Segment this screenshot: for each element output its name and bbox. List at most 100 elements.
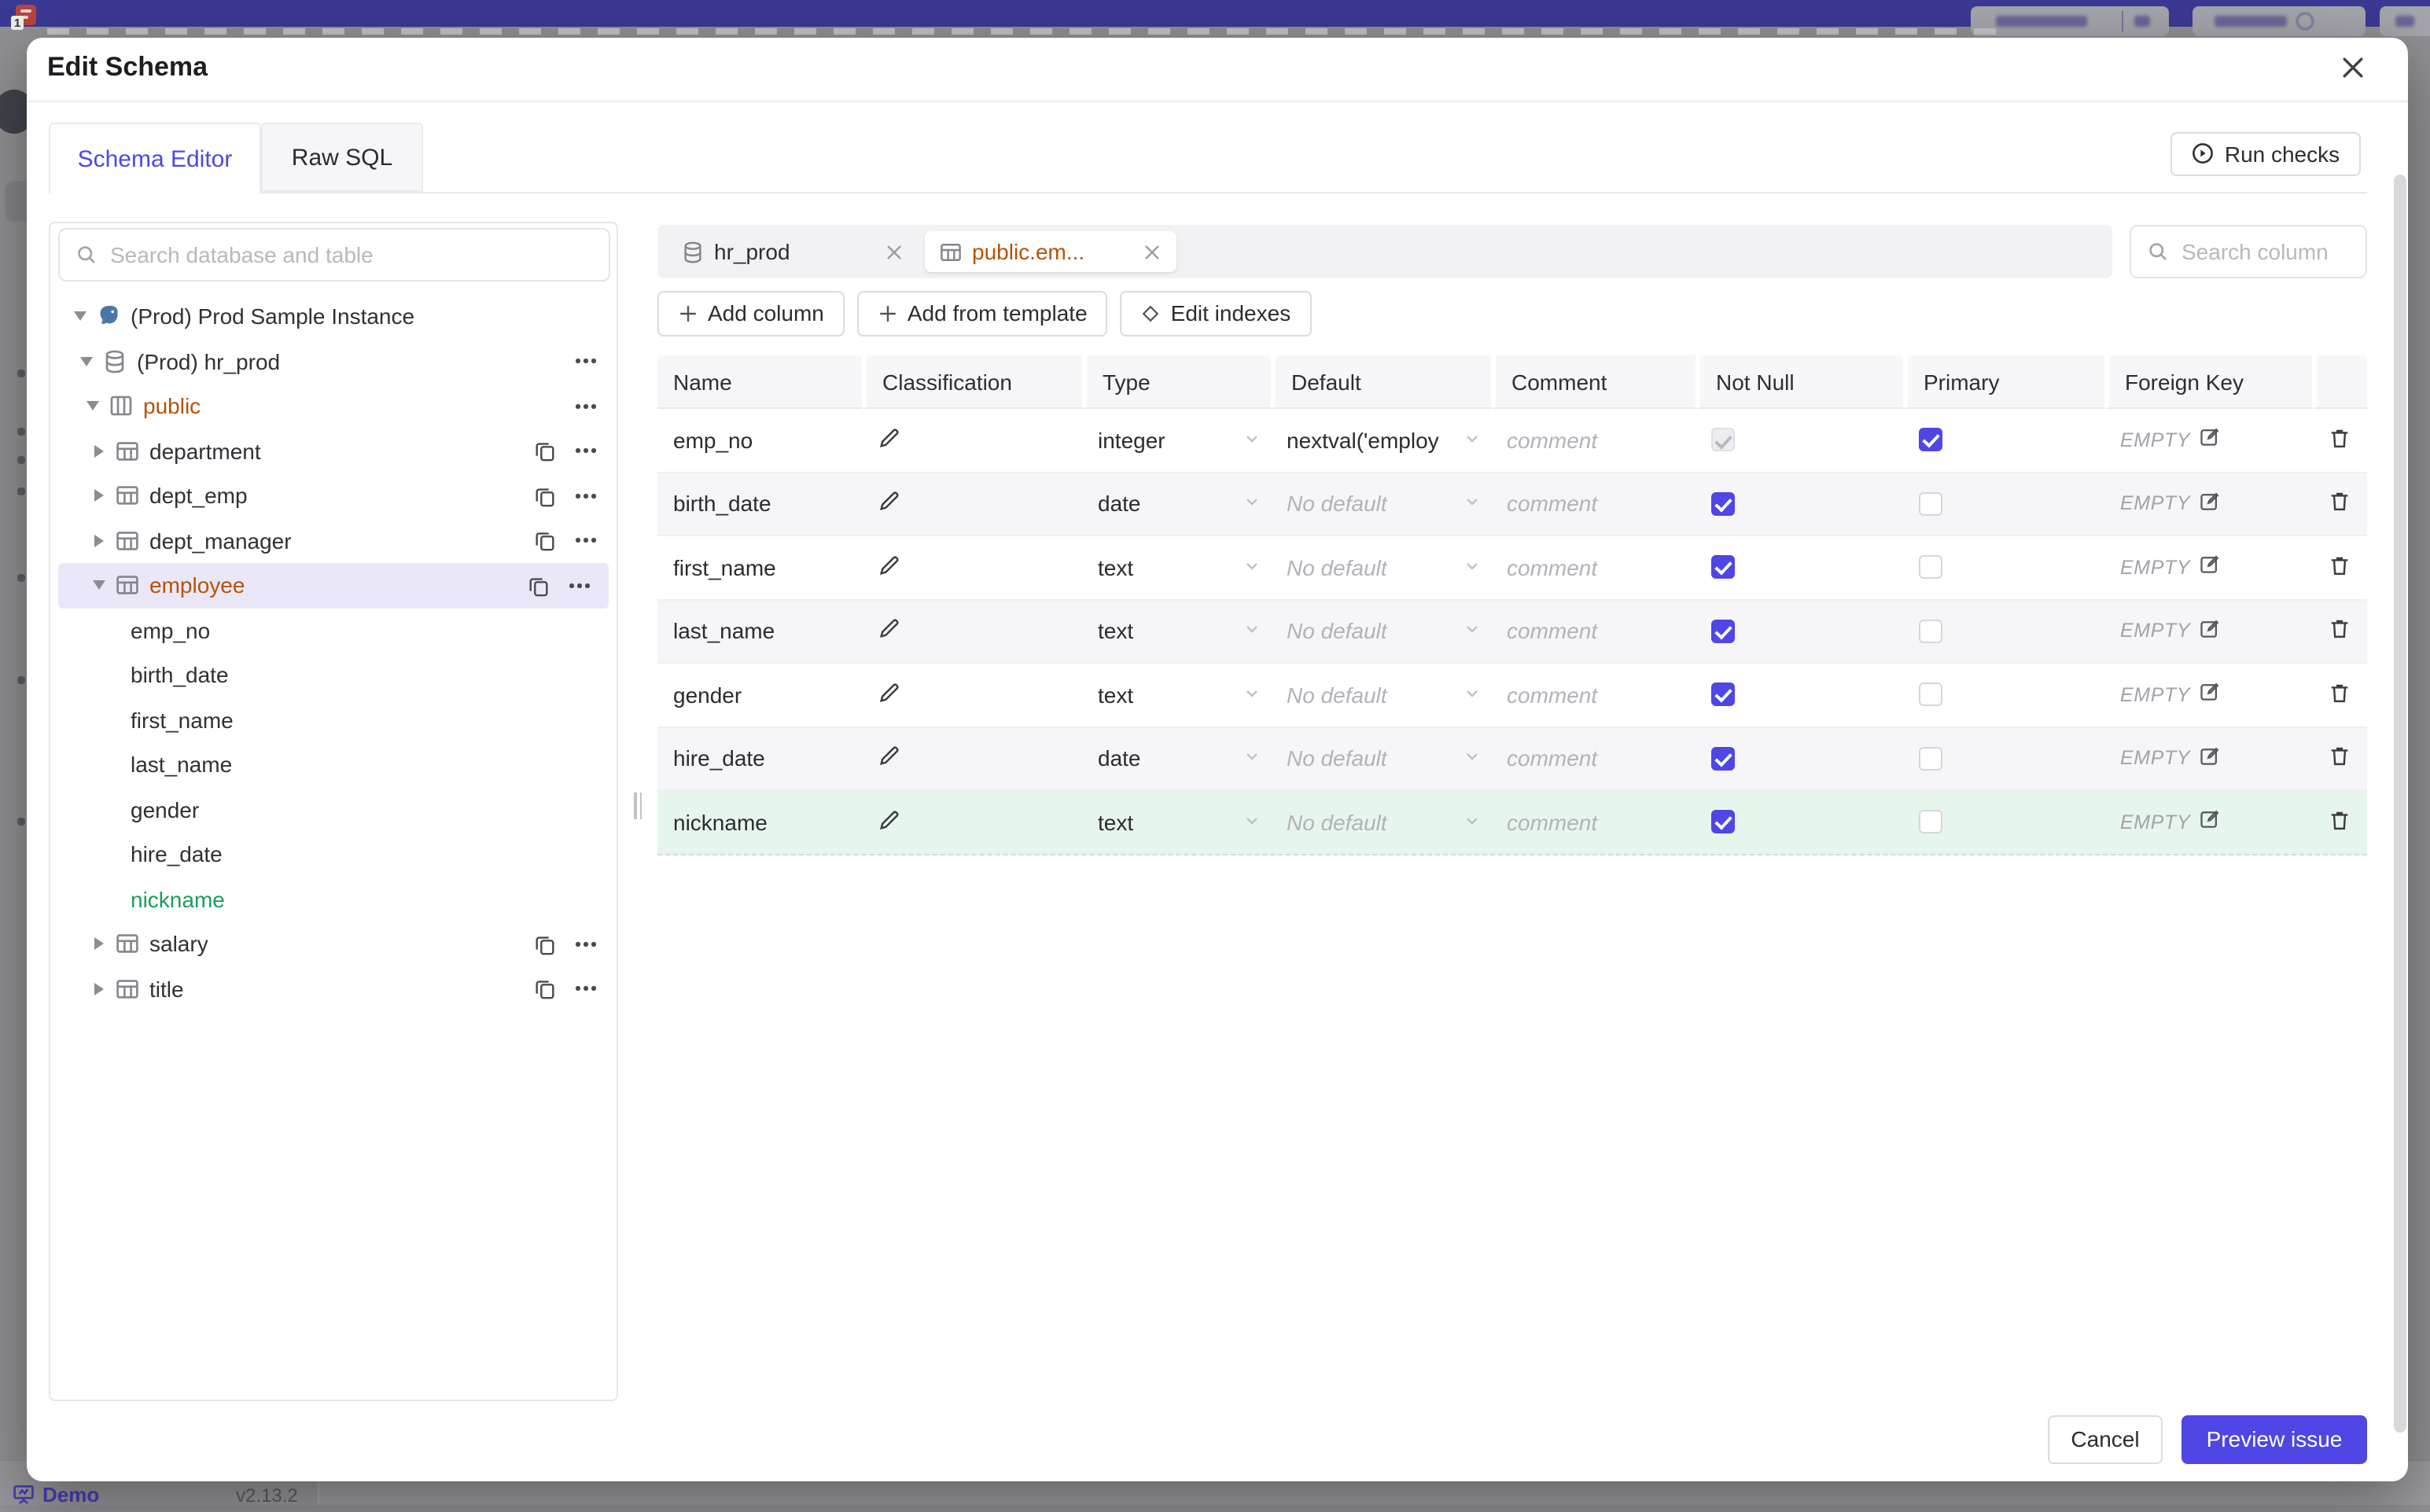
- close-icon[interactable]: [2339, 53, 2367, 81]
- default-select[interactable]: No default: [1271, 791, 1491, 853]
- comment-input[interactable]: comment: [1507, 809, 1598, 835]
- comment-input[interactable]: comment: [1507, 491, 1598, 517]
- column-name[interactable]: hire_date: [673, 745, 765, 771]
- comment-input[interactable]: comment: [1507, 745, 1598, 771]
- more-actions-icon[interactable]: [576, 448, 596, 454]
- classification-edit-icon[interactable]: [878, 554, 901, 582]
- primary-checkbox[interactable]: [1919, 682, 1942, 707]
- classification-edit-icon[interactable]: [878, 617, 901, 646]
- preview-issue-button[interactable]: Preview issue: [2181, 1415, 2367, 1463]
- cancel-button[interactable]: Cancel: [2048, 1415, 2163, 1463]
- caret-down-icon[interactable]: [77, 356, 94, 366]
- tree-item-table-employee[interactable]: employee: [58, 563, 609, 608]
- column-name[interactable]: emp_no: [673, 427, 753, 453]
- edit-foreign-key-icon[interactable]: [2198, 618, 2220, 645]
- edit-foreign-key-icon[interactable]: [2198, 682, 2220, 708]
- classification-edit-icon[interactable]: [878, 808, 901, 837]
- caret-down-icon[interactable]: [71, 311, 88, 322]
- run-checks-button[interactable]: Run checks: [2170, 131, 2361, 175]
- default-select[interactable]: No default: [1271, 600, 1491, 662]
- modal-scrollbar[interactable]: [2394, 174, 2406, 1432]
- tree-item-schema-public[interactable]: public: [52, 384, 615, 429]
- classification-edit-icon[interactable]: [878, 490, 901, 518]
- add-column-button[interactable]: Add column: [657, 290, 845, 336]
- comment-input[interactable]: comment: [1507, 682, 1598, 708]
- classification-edit-icon[interactable]: [878, 745, 901, 773]
- tree-item-table-title[interactable]: title: [52, 966, 615, 1011]
- tree-column-emp-no[interactable]: emp_no: [131, 617, 211, 643]
- caret-right-icon[interactable]: [90, 937, 107, 951]
- close-tab-icon[interactable]: [884, 241, 904, 262]
- tree-search[interactable]: [58, 228, 610, 281]
- delete-column-icon[interactable]: [2328, 681, 2351, 709]
- delete-column-icon[interactable]: [2328, 426, 2351, 454]
- not-null-checkbox[interactable]: [1711, 746, 1735, 771]
- caret-down-icon[interactable]: [83, 401, 101, 411]
- comment-input[interactable]: comment: [1507, 554, 1598, 580]
- tree-item-instance[interactable]: (Prod) Prod Sample Instance: [52, 294, 615, 339]
- close-tab-icon[interactable]: [1142, 241, 1162, 262]
- more-actions-icon[interactable]: [576, 493, 596, 498]
- type-select[interactable]: text: [1082, 600, 1271, 662]
- more-actions-icon[interactable]: [576, 941, 596, 947]
- default-select[interactable]: No default: [1271, 473, 1491, 535]
- tab-raw-sql[interactable]: Raw SQL: [261, 123, 423, 192]
- tree-column-hire-date[interactable]: hire_date: [131, 841, 223, 867]
- classification-edit-icon[interactable]: [878, 681, 901, 709]
- copy-icon[interactable]: [533, 484, 557, 508]
- column-name[interactable]: birth_date: [673, 491, 771, 517]
- type-select[interactable]: text: [1082, 791, 1271, 853]
- tree-item-table-salary[interactable]: salary: [52, 922, 615, 966]
- primary-checkbox[interactable]: [1919, 555, 1942, 579]
- tree-column-nickname[interactable]: nickname: [131, 886, 225, 912]
- more-actions-icon[interactable]: [576, 403, 596, 409]
- not-null-checkbox[interactable]: [1711, 555, 1735, 579]
- classification-edit-icon[interactable]: [878, 426, 901, 454]
- tab-chip-database[interactable]: hr_prod: [667, 231, 919, 272]
- type-select[interactable]: text: [1082, 664, 1271, 726]
- caret-right-icon[interactable]: [90, 534, 107, 547]
- default-select[interactable]: No default: [1271, 664, 1491, 726]
- add-from-template-button[interactable]: Add from template: [856, 290, 1108, 336]
- delete-column-icon[interactable]: [2328, 745, 2351, 773]
- comment-input[interactable]: comment: [1507, 427, 1598, 453]
- tab-schema-editor[interactable]: Schema Editor: [49, 123, 261, 193]
- primary-checkbox[interactable]: [1919, 810, 1942, 834]
- type-select[interactable]: date: [1082, 727, 1271, 789]
- delete-column-icon[interactable]: [2328, 490, 2351, 518]
- tree-column-first-name[interactable]: first_name: [131, 707, 234, 733]
- tree-column-gender[interactable]: gender: [131, 796, 200, 822]
- caret-right-icon[interactable]: [90, 489, 107, 502]
- primary-checkbox[interactable]: [1919, 428, 1942, 452]
- copy-icon[interactable]: [533, 933, 557, 956]
- delete-column-icon[interactable]: [2328, 554, 2351, 582]
- not-null-checkbox[interactable]: [1711, 810, 1735, 834]
- more-actions-icon[interactable]: [576, 359, 596, 364]
- copy-icon[interactable]: [527, 574, 550, 598]
- edit-foreign-key-icon[interactable]: [2198, 554, 2220, 581]
- more-actions-icon[interactable]: [576, 538, 596, 543]
- column-name[interactable]: last_name: [673, 618, 775, 644]
- caret-right-icon[interactable]: [90, 982, 107, 995]
- column-name[interactable]: gender: [673, 682, 742, 708]
- tree-column-birth-date[interactable]: birth_date: [131, 662, 229, 688]
- copy-icon[interactable]: [533, 529, 557, 553]
- type-select[interactable]: date: [1082, 473, 1271, 535]
- copy-icon[interactable]: [533, 440, 557, 463]
- edit-indexes-button[interactable]: Edit indexes: [1120, 290, 1312, 336]
- primary-checkbox[interactable]: [1919, 746, 1942, 771]
- copy-icon[interactable]: [533, 977, 557, 1001]
- delete-column-icon[interactable]: [2328, 617, 2351, 646]
- column-name[interactable]: first_name: [673, 554, 776, 580]
- default-select[interactable]: nextval('employ: [1271, 409, 1491, 471]
- column-search-input[interactable]: [2181, 239, 2430, 264]
- caret-down-icon[interactable]: [90, 580, 107, 590]
- not-null-checkbox[interactable]: [1711, 682, 1735, 707]
- column-search[interactable]: [2130, 225, 2430, 278]
- tree-item-table-department[interactable]: department: [52, 429, 615, 473]
- more-actions-icon[interactable]: [576, 986, 596, 991]
- default-select[interactable]: No default: [1271, 536, 1491, 598]
- tree-item-table-dept-manager[interactable]: dept_manager: [52, 518, 615, 563]
- tree-item-database[interactable]: (Prod) hr_prod: [52, 339, 615, 384]
- primary-checkbox[interactable]: [1919, 491, 1942, 516]
